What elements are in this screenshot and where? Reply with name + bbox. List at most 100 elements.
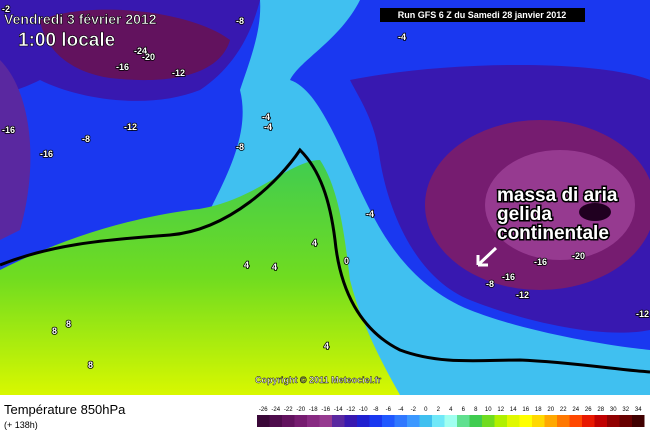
warm-region: [0, 160, 400, 395]
colorbar-swatch: [332, 415, 345, 427]
contour-label: -4: [262, 112, 270, 122]
cold-core: [485, 150, 635, 260]
colorbar-tick: 8: [474, 407, 478, 413]
cold-core: [40, 9, 230, 81]
colorbar-tick: 32: [622, 407, 629, 413]
contour-label: -12: [516, 290, 529, 300]
contour-label: -4: [398, 32, 406, 42]
colorbar-swatch: [457, 415, 470, 427]
colorbar-tick: 10: [485, 407, 492, 413]
contour-label: 8: [52, 326, 57, 336]
colorbar-swatch: [432, 415, 445, 427]
colorbar-swatch: [382, 415, 395, 427]
contour-label: -16: [534, 257, 547, 267]
contour-label: -20: [142, 52, 155, 62]
contour-label: 4: [312, 238, 317, 248]
colorbar-swatch: [619, 415, 632, 427]
colorbar-tick: -26: [259, 407, 268, 413]
colorbar-swatch: [444, 415, 457, 427]
colorbar-tick: 24: [572, 407, 579, 413]
colorbar-swatch: [482, 415, 495, 427]
footer-subtitle: (+ 138h): [4, 420, 38, 430]
copyright: Copyright © 2011 Meteociel.fr: [255, 375, 382, 385]
contour-label: -12: [172, 68, 185, 78]
colorbar-swatch: [632, 415, 645, 427]
footer-title: Température 850hPa: [4, 402, 126, 417]
colorbar-tick: 22: [560, 407, 567, 413]
cold-core: [579, 203, 611, 221]
colorbar-swatch: [507, 415, 520, 427]
colorbar-tick: 34: [635, 407, 642, 413]
contour-label: -8: [236, 16, 244, 26]
contour-label: -8: [82, 134, 90, 144]
colorbar-tick: -4: [398, 407, 404, 413]
run-label: Run GFS 6 Z du Samedi 28 janvier 2012: [398, 10, 567, 20]
contour-label: -8: [236, 142, 244, 152]
colorbar-swatch: [582, 415, 595, 427]
colorbar-swatch: [257, 415, 270, 427]
colorbar-swatch: [294, 415, 307, 427]
contour-label: -8: [486, 279, 494, 289]
contour-label: 8: [88, 360, 93, 370]
annotation: gelida: [497, 204, 552, 225]
colorbar-swatch: [519, 415, 532, 427]
colorbar-tick: -20: [296, 407, 305, 413]
colorbar-tick: 0: [424, 407, 428, 413]
colorbar-tick: -6: [386, 407, 392, 413]
contour-label: -24: [134, 46, 147, 56]
colorbar-tick: -12: [346, 407, 355, 413]
colorbar-tick: -14: [334, 407, 343, 413]
contour-label: -16: [2, 125, 15, 135]
colorbar-tick: 14: [510, 407, 517, 413]
contour-label: 4: [244, 260, 249, 270]
time-label: 1:00 locale: [18, 30, 115, 51]
colorbar-tick: 26: [585, 407, 592, 413]
colorbar-swatch: [494, 415, 507, 427]
colorbar-tick: -10: [359, 407, 368, 413]
zero-isotherm: [0, 147, 650, 374]
contour-label: 0: [344, 256, 349, 266]
colorbar-swatch: [407, 415, 420, 427]
annotation: massa di aria: [497, 185, 618, 206]
colorbar-tick: -2: [411, 407, 417, 413]
contour-label: -4: [366, 209, 374, 219]
arrow: [476, 246, 498, 267]
colorbar-swatch: [344, 415, 357, 427]
colorbar-tick: 28: [597, 407, 604, 413]
colorbar-tick: 12: [497, 407, 504, 413]
colorbar-swatch: [394, 415, 407, 427]
colorbar-swatch: [269, 415, 282, 427]
date-label: Vendredi 3 février 2012: [4, 11, 157, 27]
colorbar-swatch: [419, 415, 432, 427]
colorbar-swatch: [282, 415, 295, 427]
contour-label: -16: [40, 149, 53, 159]
colorbar-tick: -16: [321, 407, 330, 413]
colorbar-swatch: [369, 415, 382, 427]
contour-label: -4: [264, 122, 272, 132]
colorbar-tick: -8: [373, 407, 379, 413]
colorbar-swatch: [307, 415, 320, 427]
colorbar-tick: 30: [610, 407, 617, 413]
colorbar-swatch: [607, 415, 620, 427]
contour-label: -16: [116, 62, 129, 72]
contour-label: 8: [66, 319, 71, 329]
colorbar-swatch: [319, 415, 332, 427]
contour-label: -12: [124, 122, 137, 132]
colorbar-tick: -24: [271, 407, 280, 413]
colorbar-tick: 18: [535, 407, 542, 413]
colorbar-swatch: [594, 415, 607, 427]
contour-label: -20: [572, 251, 585, 261]
colorbar-tick: 20: [547, 407, 554, 413]
cold-region: [0, 60, 31, 240]
colorbar-tick: 2: [437, 407, 441, 413]
annotation: continentale: [497, 223, 609, 244]
colorbar-swatch: [469, 415, 482, 427]
contour-label: -16: [502, 272, 515, 282]
colorbar-swatch: [532, 415, 545, 427]
contour-label: 4: [272, 262, 277, 272]
colorbar-swatch: [357, 415, 370, 427]
run-box: [380, 8, 585, 22]
colorbar-swatch: [557, 415, 570, 427]
contour-label: -12: [636, 309, 649, 319]
